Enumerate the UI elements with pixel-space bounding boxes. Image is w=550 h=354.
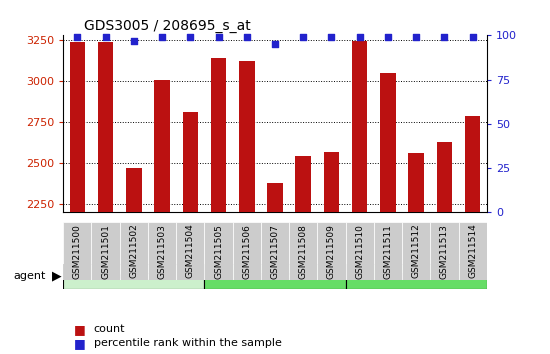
Point — [158, 34, 167, 40]
Text: GDS3005 / 208695_s_at: GDS3005 / 208695_s_at — [85, 19, 251, 33]
FancyBboxPatch shape — [233, 223, 261, 280]
Point — [299, 34, 307, 40]
Point — [327, 34, 336, 40]
Text: GSM211509: GSM211509 — [327, 224, 336, 279]
Text: GSM211505: GSM211505 — [214, 224, 223, 279]
Text: GSM211504: GSM211504 — [186, 224, 195, 279]
Bar — [409, 153, 424, 212]
Text: GSM211507: GSM211507 — [271, 224, 279, 279]
Text: GSM211512: GSM211512 — [411, 224, 421, 279]
Point — [73, 34, 82, 40]
FancyBboxPatch shape — [374, 223, 402, 280]
Bar — [380, 73, 395, 212]
FancyBboxPatch shape — [402, 223, 430, 280]
Text: GSM211501: GSM211501 — [101, 224, 110, 279]
FancyBboxPatch shape — [63, 264, 205, 289]
Text: ■: ■ — [74, 337, 86, 350]
FancyBboxPatch shape — [430, 223, 459, 280]
Text: GSM211514: GSM211514 — [468, 224, 477, 279]
Text: GSM211503: GSM211503 — [157, 224, 167, 279]
Text: count: count — [94, 324, 125, 334]
FancyBboxPatch shape — [63, 223, 91, 280]
Bar — [98, 42, 113, 212]
Text: control: control — [112, 270, 156, 282]
Bar — [239, 61, 255, 212]
FancyBboxPatch shape — [317, 223, 345, 280]
Point — [383, 34, 392, 40]
Point — [412, 34, 421, 40]
FancyBboxPatch shape — [289, 223, 317, 280]
Text: GSM211502: GSM211502 — [129, 224, 139, 279]
FancyBboxPatch shape — [459, 223, 487, 280]
FancyBboxPatch shape — [205, 223, 233, 280]
Text: ▶: ▶ — [52, 270, 62, 282]
FancyBboxPatch shape — [345, 264, 487, 289]
FancyBboxPatch shape — [261, 223, 289, 280]
Point — [101, 34, 110, 40]
Bar — [437, 142, 452, 212]
Text: GSM211500: GSM211500 — [73, 224, 82, 279]
Text: interleukin 6: interleukin 6 — [377, 270, 455, 282]
FancyBboxPatch shape — [120, 223, 148, 280]
Point — [440, 34, 449, 40]
FancyBboxPatch shape — [345, 223, 374, 280]
Text: GSM211508: GSM211508 — [299, 224, 308, 279]
FancyBboxPatch shape — [91, 223, 120, 280]
Bar — [267, 183, 283, 212]
Text: agent: agent — [14, 271, 46, 281]
Bar — [126, 168, 141, 212]
FancyBboxPatch shape — [176, 223, 205, 280]
Text: interleukin 1: interleukin 1 — [235, 270, 315, 282]
FancyBboxPatch shape — [148, 223, 176, 280]
Point — [355, 34, 364, 40]
Bar — [211, 58, 226, 212]
Point — [271, 41, 279, 47]
Point — [468, 34, 477, 40]
Point — [214, 34, 223, 40]
FancyBboxPatch shape — [205, 264, 345, 289]
Bar — [183, 113, 198, 212]
Bar — [352, 41, 367, 212]
Point — [186, 34, 195, 40]
Bar — [324, 152, 339, 212]
Text: ■: ■ — [74, 323, 86, 336]
Bar — [70, 42, 85, 212]
Text: GSM211510: GSM211510 — [355, 224, 364, 279]
Point — [243, 34, 251, 40]
Point — [129, 38, 138, 44]
Bar — [155, 80, 170, 212]
Bar — [295, 156, 311, 212]
Text: GSM211513: GSM211513 — [440, 224, 449, 279]
Bar — [465, 116, 480, 212]
Text: GSM211511: GSM211511 — [383, 224, 393, 279]
Text: percentile rank within the sample: percentile rank within the sample — [94, 338, 282, 348]
Text: GSM211506: GSM211506 — [242, 224, 251, 279]
